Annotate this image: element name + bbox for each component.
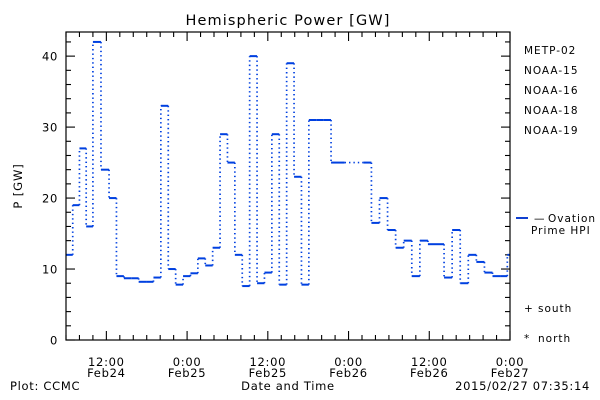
x-tick-label-time: 12:00: [411, 355, 448, 369]
x-tick-label-time: 12:00: [249, 355, 286, 369]
north-legend-label: north: [538, 333, 571, 345]
y-tick-label: 40: [42, 50, 58, 64]
x-tick-label-date: Feb26: [329, 366, 368, 380]
footer-timestamp: 2015/02/27 07:35:14: [455, 379, 590, 393]
satellite-legend-entry: NOAA-19: [524, 125, 579, 137]
x-tick-label-time: 0:00: [173, 355, 202, 369]
x-tick-label-date: Feb25: [168, 366, 207, 380]
ovation-legend-dash: —: [534, 213, 546, 225]
x-tick-label-date: Feb26: [410, 366, 449, 380]
ovation-legend-label-line1: Ovation: [548, 213, 596, 225]
footer-plot-source: Plot: CCMC: [10, 379, 80, 393]
y-tick-label: 20: [42, 192, 58, 206]
y-tick-label: 10: [42, 263, 58, 277]
y-axis-label: P [GW]: [11, 163, 25, 208]
x-tick-label-time: 0:00: [496, 355, 525, 369]
x-axis-label: Date and Time: [241, 379, 335, 393]
south-legend-symbol: +: [524, 303, 534, 315]
x-tick-label-date: Feb25: [249, 366, 288, 380]
north-legend-symbol: *: [524, 333, 530, 345]
y-tick-label: 30: [42, 121, 58, 135]
y-tick-label: 0: [50, 334, 58, 348]
south-legend-label: south: [538, 303, 572, 315]
satellite-legend-entry: METP-02: [524, 45, 576, 57]
x-tick-label-date: Feb27: [491, 366, 530, 380]
data-series-ovation-prime-hpi: [66, 40, 510, 288]
plot-frame: [65, 31, 511, 341]
x-tick-label-time: 0:00: [334, 355, 363, 369]
x-axis-tick-labels: 12:00Feb240:00Feb2512:00Feb250:00Feb2612…: [87, 355, 530, 380]
x-tick-label-time: 12:00: [88, 355, 125, 369]
ovation-legend-label-line2: Prime HPI: [531, 225, 591, 237]
satellite-legend: METP-02 NOAA-15 NOAA-16 NOAA-18 NOAA-19: [524, 45, 579, 137]
satellite-legend-entry: NOAA-16: [524, 85, 579, 97]
x-axis-tick-marks: [65, 32, 511, 340]
satellite-legend-entry: NOAA-18: [524, 105, 579, 117]
y-axis-tick-marks: [66, 41, 510, 341]
satellite-legend-entry: NOAA-15: [524, 65, 579, 77]
chart-title: Hemispheric Power [GW]: [186, 13, 391, 29]
y-axis-tick-labels: 0 10 20 30 40: [42, 50, 58, 348]
x-tick-label-date: Feb24: [87, 366, 126, 380]
